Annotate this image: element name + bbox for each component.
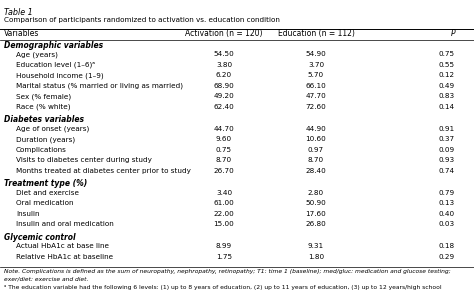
Text: 1.75: 1.75 [216,254,232,260]
Text: Actual HbA1c at base line: Actual HbA1c at base line [16,243,109,249]
Text: 8.99: 8.99 [216,243,232,249]
Text: 0.79: 0.79 [439,190,455,196]
Text: 0.18: 0.18 [439,243,455,249]
Text: 0.75: 0.75 [439,52,455,57]
Text: exer/diet: exercise and diet.: exer/diet: exercise and diet. [4,277,88,282]
Text: Oral medication: Oral medication [16,200,73,206]
Text: 50.90: 50.90 [306,200,327,206]
Text: 0.49: 0.49 [439,83,455,89]
Text: 0.55: 0.55 [439,62,455,68]
Text: Complications: Complications [16,147,67,153]
Text: 49.20: 49.20 [214,93,234,99]
Text: 0.93: 0.93 [439,157,455,163]
Text: Activation (n = 120): Activation (n = 120) [185,29,263,38]
Text: 0.03: 0.03 [439,221,455,227]
Text: 0.91: 0.91 [439,126,455,132]
Text: Diabetes variables: Diabetes variables [4,115,84,124]
Text: 6.20: 6.20 [216,72,232,78]
Text: 44.90: 44.90 [306,126,327,132]
Text: Comparison of participants randomized to activation vs. education condition: Comparison of participants randomized to… [4,17,280,23]
Text: Diet and exercise: Diet and exercise [16,190,79,196]
Text: 66.10: 66.10 [306,83,327,89]
Text: Household income (1–9): Household income (1–9) [16,72,104,79]
Text: 3.40: 3.40 [216,190,232,196]
Text: Education (n = 112): Education (n = 112) [278,29,355,38]
Text: 62.40: 62.40 [214,104,234,110]
Text: 0.40: 0.40 [439,211,455,217]
Text: 54.90: 54.90 [306,52,327,57]
Text: Relative HbA1c at baseline: Relative HbA1c at baseline [16,254,113,260]
Text: 0.97: 0.97 [308,147,324,153]
Text: 0.29: 0.29 [439,254,455,260]
Text: 72.60: 72.60 [306,104,327,110]
Text: Education level (1–6)ᵃ: Education level (1–6)ᵃ [16,62,95,68]
Text: 61.00: 61.00 [214,200,234,206]
Text: 28.40: 28.40 [306,168,327,174]
Text: 8.70: 8.70 [308,157,324,163]
Text: Treatment type (%): Treatment type (%) [4,179,87,188]
Text: Marital status (% married or living as married): Marital status (% married or living as m… [16,83,183,89]
Text: Glycemic control: Glycemic control [4,233,76,242]
Text: Variables: Variables [4,29,39,38]
Text: 0.83: 0.83 [439,93,455,99]
Text: 47.70: 47.70 [306,93,327,99]
Text: Race (% white): Race (% white) [16,104,71,110]
Text: P: P [450,29,455,38]
Text: Age (years): Age (years) [16,52,58,58]
Text: Table 1: Table 1 [4,8,33,17]
Text: 3.70: 3.70 [308,62,324,68]
Text: 8.70: 8.70 [216,157,232,163]
Text: 26.80: 26.80 [306,221,327,227]
Text: 0.75: 0.75 [216,147,232,153]
Text: 15.00: 15.00 [214,221,234,227]
Text: Visits to diabetes center during study: Visits to diabetes center during study [16,157,152,163]
Text: ᵃ The education variable had the following 6 levels: (1) up to 8 years of educat: ᵃ The education variable had the followi… [4,285,442,290]
Text: 9.31: 9.31 [308,243,324,249]
Text: 9.60: 9.60 [216,136,232,142]
Text: 2.80: 2.80 [308,190,324,196]
Text: 0.09: 0.09 [439,147,455,153]
Text: 5.70: 5.70 [308,72,324,78]
Text: 0.74: 0.74 [439,168,455,174]
Text: 22.00: 22.00 [214,211,234,217]
Text: 10.60: 10.60 [306,136,327,142]
Text: Duration (years): Duration (years) [16,136,75,143]
Text: Insulin and oral medication: Insulin and oral medication [16,221,114,227]
Text: 0.37: 0.37 [439,136,455,142]
Text: Insulin: Insulin [16,211,39,217]
Text: 26.70: 26.70 [214,168,234,174]
Text: 3.80: 3.80 [216,62,232,68]
Text: Months treated at diabetes center prior to study: Months treated at diabetes center prior … [16,168,191,174]
Text: 44.70: 44.70 [214,126,234,132]
Text: 0.12: 0.12 [439,72,455,78]
Text: 1.80: 1.80 [308,254,324,260]
Text: Demographic variables: Demographic variables [4,41,103,50]
Text: Age of onset (years): Age of onset (years) [16,126,89,132]
Text: 0.14: 0.14 [439,104,455,110]
Text: 54.50: 54.50 [214,52,234,57]
Text: Sex (% female): Sex (% female) [16,93,71,100]
Text: 17.60: 17.60 [306,211,327,217]
Text: 0.13: 0.13 [439,200,455,206]
Text: Note. Complications is defined as the sum of neuropathy, nephropathy, retinopath: Note. Complications is defined as the su… [4,269,451,274]
Text: 68.90: 68.90 [214,83,234,89]
